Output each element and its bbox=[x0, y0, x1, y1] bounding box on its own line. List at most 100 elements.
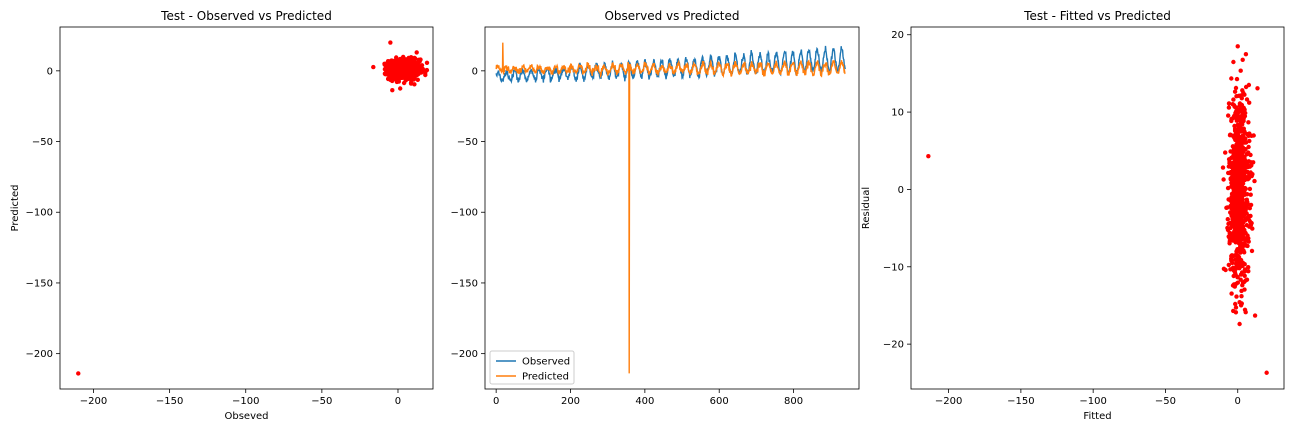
data-point bbox=[1246, 239, 1251, 244]
data-point bbox=[1235, 131, 1241, 137]
y-tick-label: 10 bbox=[891, 108, 904, 119]
data-point bbox=[1247, 206, 1253, 211]
y-tick-label: −100 bbox=[26, 208, 53, 219]
data-point bbox=[1228, 132, 1233, 137]
data-point bbox=[1255, 86, 1260, 91]
data-point bbox=[1237, 193, 1243, 198]
data-point bbox=[1226, 234, 1231, 239]
data-point bbox=[408, 58, 413, 63]
data-point bbox=[1235, 151, 1241, 156]
data-point bbox=[1239, 213, 1244, 218]
data-point bbox=[1244, 277, 1250, 282]
plot-frame bbox=[910, 26, 1285, 390]
x-tick-label: 400 bbox=[635, 396, 654, 407]
data-point bbox=[1226, 105, 1232, 110]
data-point bbox=[390, 88, 395, 93]
data-point bbox=[1226, 101, 1232, 106]
y-tick-label: −50 bbox=[32, 137, 53, 148]
data-point bbox=[1223, 150, 1228, 155]
data-point bbox=[1234, 179, 1239, 184]
data-point bbox=[1242, 307, 1248, 312]
data-point bbox=[1229, 291, 1234, 296]
data-point bbox=[1233, 310, 1239, 315]
x-tick-label: −150 bbox=[1007, 396, 1034, 407]
x-tick-label: −100 bbox=[232, 396, 259, 407]
data-point bbox=[415, 68, 420, 73]
chart-panel-observed-vs-predicted-scatter: Test - Observed vs Predicted −200 −150 −100… bbox=[10, 9, 434, 422]
data-point bbox=[1245, 233, 1250, 238]
x-tick-label: 0 bbox=[493, 396, 499, 407]
chart-panel-fitted-vs-residual-scatter: Test - Fitted vs Predicted−200 −150 −100 −5… bbox=[861, 9, 1285, 422]
data-point bbox=[1243, 201, 1248, 206]
x-axis-label: Fitted bbox=[1083, 411, 1111, 422]
data-point bbox=[395, 68, 400, 73]
data-point bbox=[1238, 180, 1243, 186]
data-point bbox=[1239, 96, 1245, 101]
outlier-point bbox=[926, 153, 931, 159]
data-point bbox=[1249, 163, 1254, 168]
data-point bbox=[1229, 253, 1235, 258]
data-point bbox=[1229, 213, 1234, 218]
data-point bbox=[1244, 197, 1250, 202]
outlier-point bbox=[1264, 370, 1269, 375]
data-point bbox=[1246, 144, 1251, 150]
data-point bbox=[409, 66, 415, 71]
x-tick-label: 600 bbox=[710, 396, 729, 407]
data-point bbox=[1234, 294, 1239, 299]
data-point bbox=[1238, 272, 1244, 277]
data-point bbox=[412, 82, 417, 87]
data-point bbox=[1235, 114, 1240, 119]
data-point bbox=[1221, 177, 1226, 182]
data-point bbox=[396, 79, 401, 84]
data-point bbox=[1233, 135, 1238, 140]
data-point bbox=[1231, 200, 1236, 206]
y-axis-label: Residual bbox=[861, 187, 872, 229]
data-point bbox=[1231, 273, 1236, 279]
data-point bbox=[1239, 288, 1244, 294]
plot-frame bbox=[59, 26, 434, 390]
data-point bbox=[1244, 97, 1250, 102]
data-point bbox=[1246, 120, 1251, 125]
chart-panel-observed-vs-predicted-lines: Observed vs Predicted 0 200 400 600 800 −200 −1… bbox=[451, 9, 860, 407]
data-point bbox=[1248, 152, 1253, 158]
data-point bbox=[1238, 222, 1244, 227]
data-point bbox=[1233, 209, 1238, 214]
data-point bbox=[1234, 248, 1240, 253]
x-tick-label: −100 bbox=[1079, 396, 1106, 407]
data-point bbox=[1240, 280, 1246, 285]
legend: Observed Predicted bbox=[489, 350, 575, 385]
data-point bbox=[1240, 263, 1245, 269]
data-point bbox=[398, 67, 404, 72]
data-point bbox=[1246, 269, 1251, 274]
data-point bbox=[1230, 237, 1236, 242]
data-point bbox=[418, 65, 424, 71]
data-point bbox=[1237, 126, 1242, 131]
data-point bbox=[1233, 301, 1238, 307]
data-point bbox=[1239, 121, 1244, 127]
data-point bbox=[1235, 145, 1241, 150]
data-point bbox=[1225, 185, 1231, 191]
data-point bbox=[1243, 52, 1249, 57]
data-point bbox=[402, 70, 407, 75]
data-point bbox=[1232, 165, 1238, 171]
data-point bbox=[1229, 116, 1234, 122]
data-point bbox=[1229, 76, 1234, 81]
data-point bbox=[1232, 151, 1237, 156]
data-point bbox=[383, 72, 388, 77]
data-point bbox=[1235, 257, 1240, 262]
data-point bbox=[1239, 301, 1245, 306]
chart-title: Test - Observed vs Predicted bbox=[160, 9, 332, 23]
legend-entry: Predicted bbox=[522, 372, 569, 383]
data-point bbox=[1231, 59, 1236, 65]
data-point bbox=[1243, 161, 1249, 166]
data-point bbox=[1248, 192, 1253, 197]
chart-title: Observed vs Predicted bbox=[604, 9, 739, 23]
data-point bbox=[1237, 101, 1243, 106]
plot-frame bbox=[484, 26, 860, 390]
data-point bbox=[1247, 100, 1252, 105]
data-point bbox=[1235, 225, 1241, 230]
data-point bbox=[1233, 305, 1239, 310]
data-point bbox=[382, 62, 387, 67]
data-point bbox=[1239, 143, 1244, 148]
